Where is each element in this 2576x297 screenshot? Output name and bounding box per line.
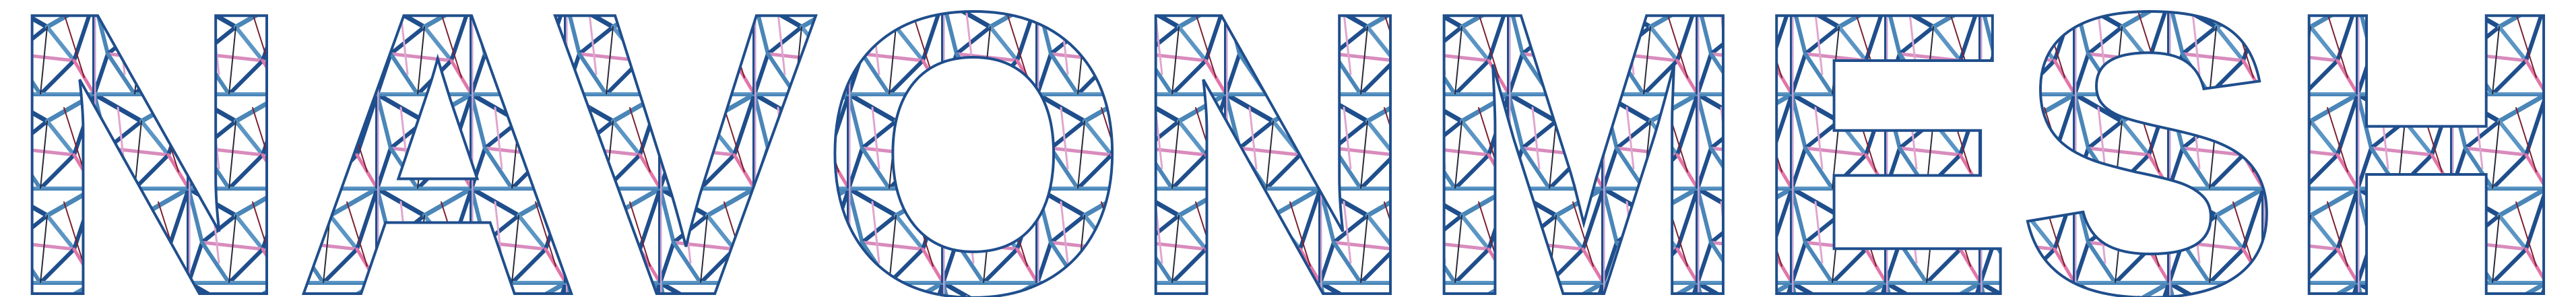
wordmark: NAVONMESH <box>5 0 2571 297</box>
